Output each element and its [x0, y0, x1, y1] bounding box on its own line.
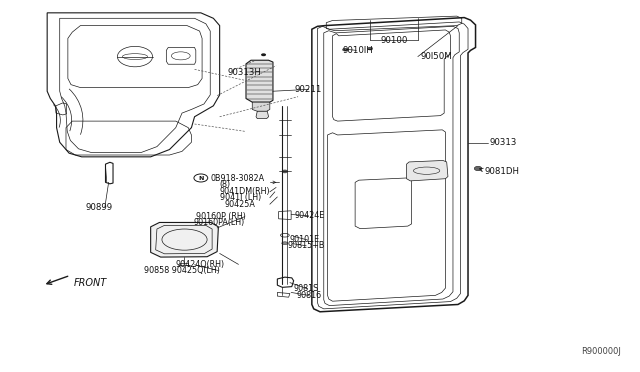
Text: 90424Q(RH): 90424Q(RH): [176, 260, 225, 269]
Polygon shape: [252, 102, 270, 111]
Polygon shape: [256, 111, 269, 119]
Text: R900000J: R900000J: [581, 347, 621, 356]
Text: FRONT: FRONT: [74, 278, 108, 288]
Text: (8): (8): [220, 180, 231, 189]
Text: N: N: [198, 176, 204, 181]
Text: 0B918-3082A: 0B918-3082A: [211, 174, 265, 183]
Text: 9081DH: 9081DH: [484, 167, 519, 176]
Text: 90313: 90313: [490, 138, 516, 147]
Text: 90899: 90899: [85, 203, 113, 212]
Text: 9041I (LH): 9041I (LH): [220, 193, 261, 202]
Polygon shape: [150, 222, 218, 257]
Ellipse shape: [282, 242, 288, 245]
Text: 90815+B: 90815+B: [287, 241, 324, 250]
Text: 90424E: 90424E: [295, 211, 325, 220]
Text: 90211: 90211: [294, 85, 322, 94]
Text: 90313H: 90313H: [227, 68, 261, 77]
Text: 90160PA(LH): 90160PA(LH): [193, 218, 244, 227]
Polygon shape: [246, 60, 273, 102]
Polygon shape: [406, 160, 448, 181]
Text: 9010lH: 9010lH: [342, 46, 373, 55]
Circle shape: [342, 48, 348, 51]
Text: 90101E: 90101E: [290, 235, 320, 244]
Text: 9081S: 9081S: [294, 284, 319, 293]
Text: 90858 90425Q(LH): 90858 90425Q(LH): [145, 266, 220, 275]
Text: 90100: 90100: [380, 36, 408, 45]
Text: 90425A: 90425A: [225, 200, 255, 209]
Text: 90160P (RH): 90160P (RH): [196, 212, 246, 221]
Circle shape: [367, 47, 372, 50]
Text: 9041DM(RH): 9041DM(RH): [220, 187, 270, 196]
Text: 90l50M: 90l50M: [420, 52, 452, 61]
Circle shape: [261, 53, 266, 56]
Text: 90816: 90816: [296, 291, 321, 300]
Circle shape: [474, 166, 482, 171]
Circle shape: [282, 170, 288, 173]
